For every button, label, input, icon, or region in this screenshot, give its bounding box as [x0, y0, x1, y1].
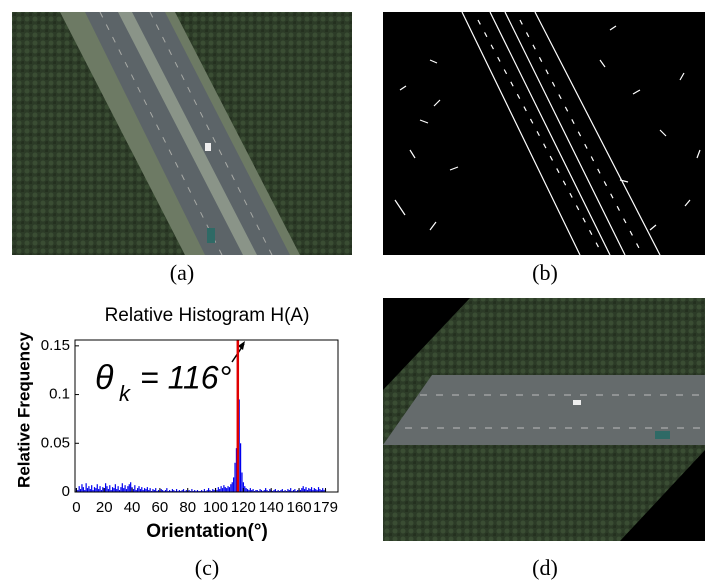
- bar: [127, 486, 128, 492]
- aerial-image: [12, 12, 352, 255]
- bar: [155, 488, 156, 492]
- bar: [112, 487, 113, 492]
- y-tick-label: 0.15: [41, 337, 70, 354]
- bar: [138, 486, 139, 492]
- bar: [106, 486, 107, 492]
- bar: [166, 488, 167, 492]
- annotation-subscript: k: [119, 381, 131, 406]
- bar: [246, 488, 247, 492]
- x-tick-label: 140: [259, 499, 284, 516]
- x-tick-label: 20: [96, 499, 113, 516]
- bar: [91, 485, 92, 492]
- bar: [102, 487, 103, 492]
- y-tick-label: 0.1: [49, 386, 70, 403]
- bar: [120, 487, 121, 492]
- bar: [141, 487, 142, 492]
- annotation-text: = 116°: [140, 359, 232, 395]
- bar: [124, 485, 125, 492]
- bar: [122, 483, 123, 492]
- bar: [118, 486, 119, 492]
- bar: [115, 484, 116, 492]
- bar: [303, 486, 304, 492]
- bar: [230, 484, 231, 492]
- bar: [226, 488, 227, 492]
- bar: [318, 487, 319, 492]
- x-axis-label: Orientation(°): [146, 521, 268, 542]
- bar: [123, 488, 124, 492]
- bar: [222, 488, 223, 492]
- x-tick-label: 160: [287, 499, 312, 516]
- bar: [95, 488, 96, 492]
- bar: [233, 477, 234, 492]
- bar: [79, 486, 80, 492]
- bar: [308, 488, 309, 492]
- figure: (a) (b) (c) (d) Relative Histogram H(A) …: [0, 0, 716, 583]
- rotated-image: [383, 298, 705, 541]
- x-tick-label: 179: [313, 499, 338, 516]
- x-tick-label: 40: [124, 499, 141, 516]
- annotation-symbol: θ: [95, 359, 114, 397]
- bar: [301, 488, 302, 492]
- bar: [105, 483, 106, 492]
- bar: [265, 488, 266, 492]
- bar: [229, 487, 230, 492]
- panel-label: (b): [532, 260, 558, 285]
- bar: [86, 483, 87, 492]
- x-tick-label: 60: [152, 499, 169, 516]
- bar: [130, 482, 131, 492]
- x-tick-label: 100: [203, 499, 228, 516]
- bar: [144, 488, 145, 492]
- bar: [221, 486, 222, 492]
- bar: [311, 487, 312, 492]
- bar: [244, 486, 245, 492]
- bar: [113, 488, 114, 492]
- bar: [305, 487, 306, 492]
- bar: [83, 487, 84, 492]
- bar: [87, 488, 88, 492]
- bar: [250, 488, 251, 492]
- y-tick-label: 0: [62, 483, 70, 500]
- bar: [290, 488, 291, 492]
- bar: [147, 487, 148, 492]
- bar: [240, 443, 241, 492]
- histogram-chart: Relative Histogram H(A) Orientation(°) R…: [14, 305, 338, 542]
- page: {"panels": {"a": "(a)", "b": "(b)", "c":…: [0, 0, 716, 588]
- bar: [150, 488, 151, 492]
- bar: [109, 485, 110, 492]
- bar: [322, 488, 323, 492]
- x-tick-label: 80: [179, 499, 196, 516]
- bar: [232, 482, 233, 492]
- bar: [94, 487, 95, 492]
- chart-title: Relative Histogram H(A): [105, 305, 310, 326]
- panel-label: (c): [195, 555, 219, 580]
- bar: [129, 484, 130, 492]
- bar: [225, 487, 226, 492]
- bar: [97, 484, 98, 492]
- bar: [88, 486, 89, 492]
- bar: [241, 473, 242, 492]
- x-tick-label: 0: [72, 499, 80, 516]
- bar: [208, 488, 209, 492]
- bar: [223, 485, 224, 492]
- edge-image: [383, 12, 705, 255]
- bar: [137, 488, 138, 492]
- bar: [81, 484, 82, 492]
- bar: [234, 463, 235, 492]
- bar: [227, 486, 228, 492]
- bar: [99, 486, 100, 492]
- bar: [218, 487, 219, 492]
- bar: [134, 485, 135, 492]
- x-tick-label: 120: [231, 499, 256, 516]
- panel-label: (d): [532, 555, 558, 580]
- bar: [314, 488, 315, 492]
- panel-label: (a): [170, 260, 194, 285]
- y-tick-label: 0.05: [41, 434, 70, 451]
- y-axis-label: Relative Frequency: [14, 332, 33, 488]
